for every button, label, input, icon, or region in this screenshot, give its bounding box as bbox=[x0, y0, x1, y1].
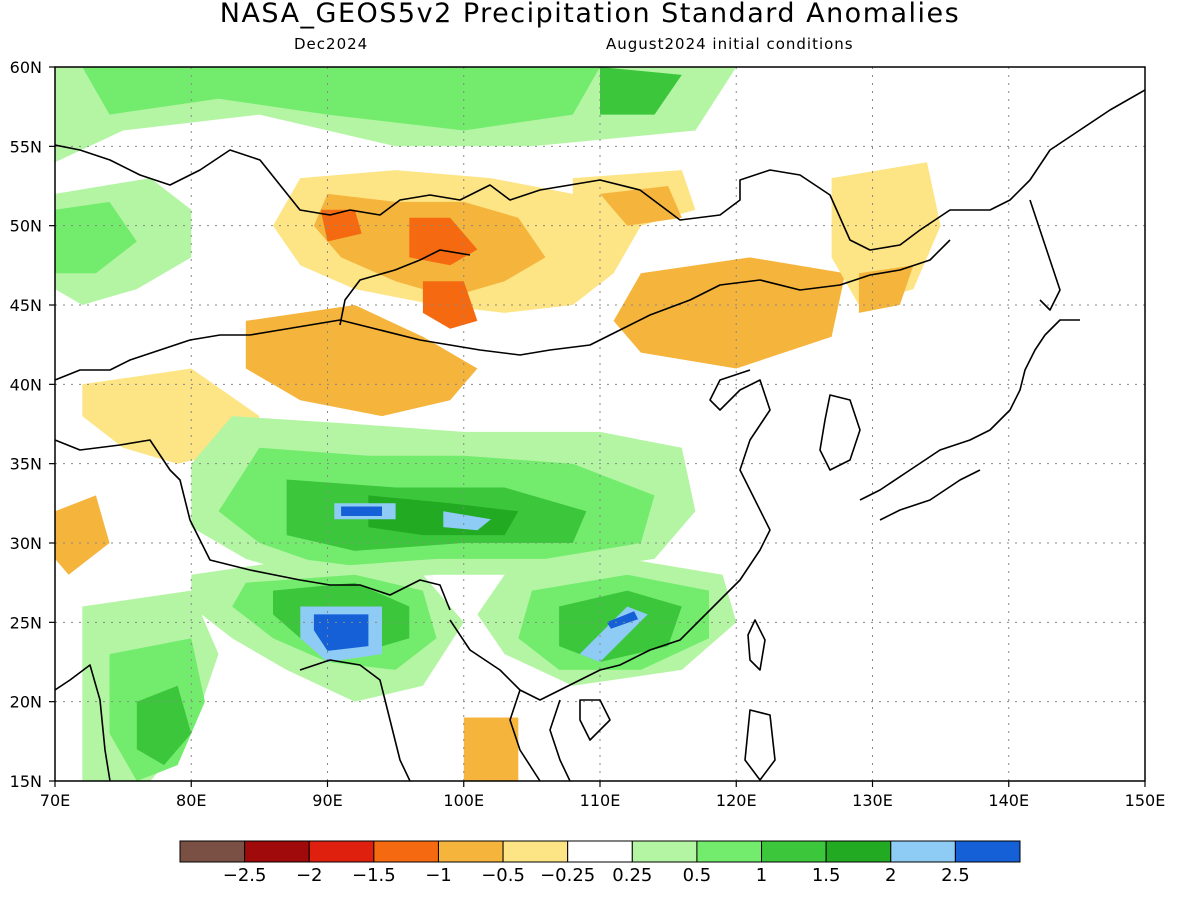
colorbar: −2.5 −2 −1.5 −1 −0.5 −0.25 0.25 0.5 1 1.5 2 2.5 bbox=[179, 840, 1021, 886]
anomaly-regions bbox=[55, 67, 941, 781]
colorbar-swatch bbox=[437, 840, 504, 863]
colorbar-swatch bbox=[373, 840, 439, 863]
lat-tick-label: 25N bbox=[10, 613, 42, 632]
colorbar-swatch bbox=[825, 840, 892, 863]
anomaly-region-wet_1 bbox=[136, 685, 192, 766]
colorbar-label: −0.25 bbox=[540, 865, 595, 886]
lon-tick-label: 90E bbox=[312, 791, 342, 810]
lon-tick-label: 130E bbox=[852, 791, 893, 810]
anomaly-region-wet_2-5 bbox=[341, 506, 382, 516]
lat-tick-label: 40N bbox=[10, 375, 42, 394]
anomaly-region-dry_0-5 bbox=[600, 186, 682, 226]
initial-conditions: August2024 initial conditions bbox=[606, 35, 854, 53]
colorbar-label: −2 bbox=[296, 865, 323, 886]
colorbar-label: −0.5 bbox=[481, 865, 525, 886]
anomaly-region-wet_0-5 bbox=[55, 201, 137, 274]
colorbar-swatch bbox=[696, 840, 763, 863]
colorbar-swatch bbox=[631, 840, 698, 863]
lat-tick-label: 50N bbox=[10, 217, 42, 236]
lon-tick-label: 120E bbox=[716, 791, 757, 810]
anomaly-region-wet_2 bbox=[443, 511, 491, 531]
lat-tick-label: 30N bbox=[10, 534, 42, 553]
anomaly-region-wet_0-5 bbox=[82, 67, 601, 131]
anomaly-region-wet_1 bbox=[600, 67, 682, 115]
lon-tick-label: 110E bbox=[580, 791, 621, 810]
anomaly-region-dry_1 bbox=[320, 209, 362, 242]
lon-tick-label: 140E bbox=[988, 791, 1029, 810]
lon-tick-label: 70E bbox=[40, 791, 70, 810]
anomaly-region-dry_0-5 bbox=[55, 495, 110, 575]
anomaly-region-dry_0-5 bbox=[463, 717, 519, 781]
anomaly-region-dry_0-25 bbox=[831, 162, 941, 305]
anomaly-region-dry_0-5 bbox=[245, 305, 478, 417]
anomaly-region-wet_2-5 bbox=[606, 611, 639, 629]
forecast-month: Dec2024 bbox=[294, 35, 369, 53]
latitude-labels: 60N 55N 50N 45N 40N 35N 30N 25N 20N 15N bbox=[10, 58, 55, 791]
lon-tick-label: 100E bbox=[443, 791, 484, 810]
colorbar-label: 0.25 bbox=[612, 865, 652, 886]
lat-tick-label: 55N bbox=[10, 137, 42, 156]
colorbar-label: 1 bbox=[756, 865, 767, 886]
colorbar-swatch bbox=[308, 840, 375, 863]
colorbar-label: 0.5 bbox=[683, 865, 712, 886]
colorbar-label: −2.5 bbox=[223, 865, 267, 886]
longitude-labels: 70E 80E 90E 100E 110E 120E 130E 140E 150E bbox=[40, 781, 1166, 810]
lon-tick-label: 150E bbox=[1125, 791, 1166, 810]
colorbar-label: 2.5 bbox=[941, 865, 970, 886]
colorbar-swatch bbox=[244, 840, 310, 863]
coastlines bbox=[55, 89, 1145, 781]
map-title: NASA_GEOS5v2 Precipitation Standard Anom… bbox=[219, 0, 961, 29]
anomaly-region-dry_0-5 bbox=[613, 257, 846, 369]
lat-tick-label: 60N bbox=[10, 58, 42, 77]
colorbar-swatch bbox=[954, 840, 1021, 863]
lat-tick-label: 15N bbox=[10, 772, 42, 791]
colorbar-swatch bbox=[502, 840, 569, 863]
colorbar-label: −1 bbox=[425, 865, 452, 886]
colorbar-label: −1.5 bbox=[352, 865, 396, 886]
lat-tick-label: 45N bbox=[10, 296, 42, 315]
colorbar-swatch bbox=[890, 840, 956, 863]
colorbar-label: 1.5 bbox=[812, 865, 841, 886]
colorbar-swatch bbox=[179, 840, 246, 863]
lon-tick-label: 80E bbox=[176, 791, 206, 810]
lat-tick-label: 35N bbox=[10, 455, 42, 474]
anomaly-region-wet_2-5 bbox=[313, 614, 369, 651]
lat-tick-label: 20N bbox=[10, 693, 42, 712]
colorbar-swatch bbox=[761, 840, 827, 863]
colorbar-swatch bbox=[567, 840, 633, 863]
colorbar-label: 2 bbox=[885, 865, 896, 886]
